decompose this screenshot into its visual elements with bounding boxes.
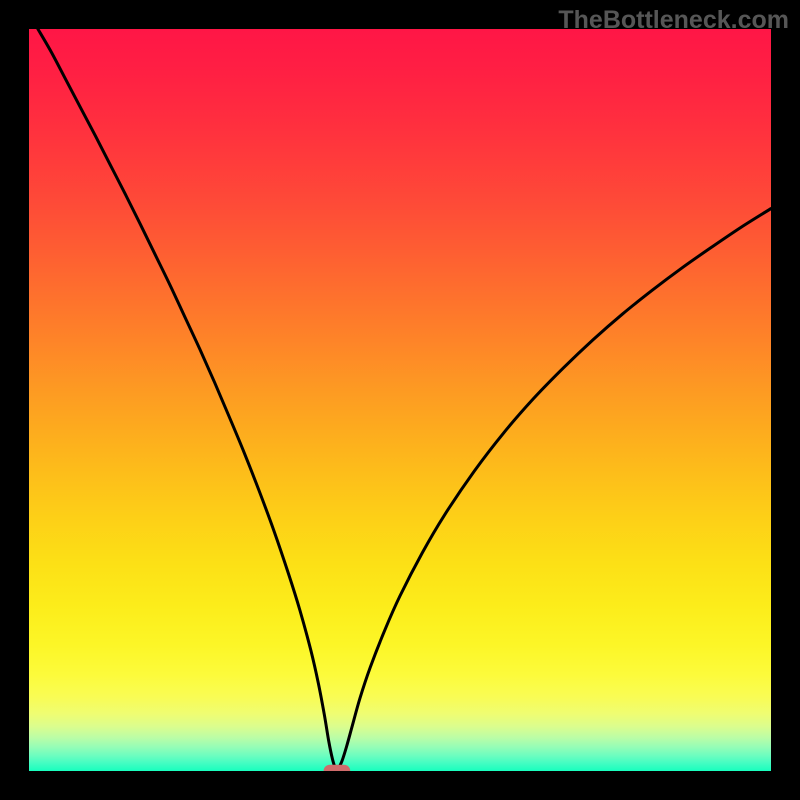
chart-frame: TheBottleneck.com [0, 0, 800, 800]
min-marker [324, 765, 351, 771]
plot-area [29, 29, 771, 771]
gradient-background [29, 29, 771, 771]
plot-svg [29, 29, 771, 771]
watermark-text: TheBottleneck.com [558, 6, 789, 35]
